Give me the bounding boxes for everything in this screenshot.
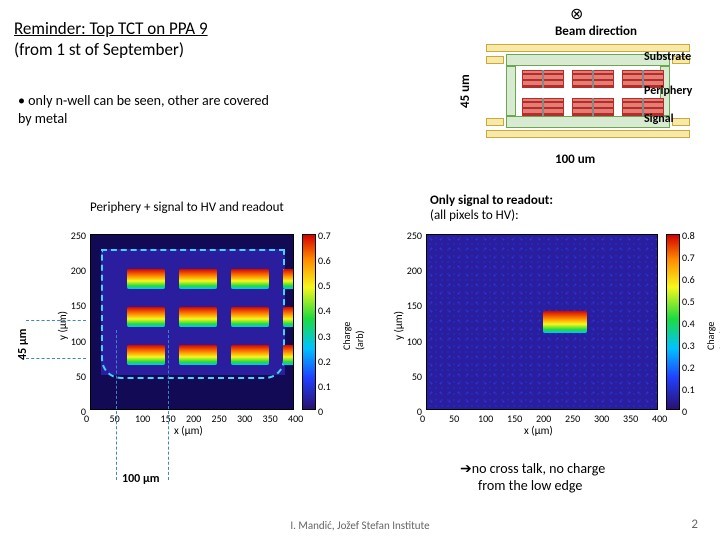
result-text: ➔no cross talk, no charge from the low e…	[460, 460, 605, 495]
colorbar-tick: 0.4	[318, 304, 331, 317]
result-l2: from the low edge	[478, 478, 582, 495]
xtick: 300	[594, 412, 609, 425]
colorbar	[666, 234, 680, 410]
signal-label: Signal	[644, 112, 674, 126]
xtick: 150	[507, 412, 522, 425]
colorbar	[302, 234, 316, 410]
device-substrate-block	[486, 130, 690, 138]
ytick: 0	[398, 405, 422, 418]
xtick: 400	[652, 412, 667, 425]
xtick: 250	[212, 412, 227, 425]
xtick: 400	[288, 412, 303, 425]
x-dim-100um: 100 um	[555, 152, 595, 167]
xtick: 350	[263, 412, 278, 425]
ytick: 200	[62, 264, 86, 277]
ytick: 250	[62, 229, 86, 242]
device-substrate-block	[672, 118, 690, 126]
substrate-label: Substrate	[644, 50, 691, 64]
colorbar-label: Charge (arb)	[340, 322, 366, 350]
colorbar-tick: 0.1	[682, 383, 695, 396]
page-number: 2	[691, 517, 698, 532]
callout-hline-2	[26, 358, 86, 359]
beam-glyph-icon: ⊗	[570, 4, 583, 24]
result-l1: no cross talk, no charge	[472, 460, 605, 477]
right-caption-l1: Only signal to readout:	[430, 194, 553, 209]
left-chart-caption: Periphery + signal to HV and readout	[90, 200, 284, 215]
colorbar-tick: 0.1	[318, 380, 331, 393]
colorbar-tick: 0.7	[318, 229, 331, 242]
colorbar-tick: 0.2	[682, 361, 695, 374]
ylabel: y (µm)	[392, 311, 405, 340]
ylabel: y (µm)	[56, 311, 69, 340]
xtick: 250	[565, 412, 580, 425]
device-substrate-block	[486, 118, 504, 126]
plot-area	[90, 234, 294, 410]
colorbar-tick: 0.3	[318, 330, 331, 343]
right-caption-l2: (all pixels to HV):	[430, 209, 553, 224]
callout-vline-2	[168, 330, 169, 480]
ytick: 50	[62, 370, 86, 383]
ytick: 0	[62, 405, 86, 418]
colorbar-tick: 0.6	[682, 273, 695, 286]
slide-title: Reminder: Top TCT on PPA 9 (from 1 st of…	[14, 18, 244, 60]
periphery-label: Periphery	[644, 84, 692, 98]
left-45um-marker: 45 µm	[16, 329, 30, 360]
colorbar-tick: 0	[682, 405, 687, 418]
beam-direction-label: Beam direction	[555, 24, 637, 39]
xtick: 100	[478, 412, 493, 425]
colorbar-tick: 0	[318, 405, 323, 418]
colorbar-tick: 0.3	[682, 339, 695, 352]
left-heatmap: 050100150200250300350400050100150200250x…	[60, 228, 320, 438]
xtick: 50	[449, 412, 459, 425]
xlabel: x (µm)	[524, 424, 553, 437]
y-dim-45um: 45 um	[458, 74, 473, 108]
xtick: 300	[237, 412, 252, 425]
colorbar-tick: 0.5	[318, 279, 331, 292]
title-line1: Reminder: Top TCT on PPA 9	[14, 18, 244, 39]
colorbar-tick: 0.5	[682, 295, 695, 308]
xtick: 50	[110, 412, 120, 425]
ytick: 200	[398, 264, 422, 277]
colorbar-tick: 0.4	[682, 317, 695, 330]
plot-area	[426, 234, 658, 410]
xlabel: x (µm)	[174, 424, 203, 437]
colorbar-tick: 0.8	[682, 229, 695, 242]
callout-vline-1	[116, 330, 117, 480]
xtick: 100	[135, 412, 150, 425]
device-periphery-block	[506, 66, 516, 116]
title-line2: (from 1 st of September)	[14, 39, 244, 60]
colorbar-tick: 0.2	[318, 355, 331, 368]
ytick: 250	[398, 229, 422, 242]
colorbar-label: Charge (arb)	[704, 322, 720, 350]
footer-author: I. Mandić, Jožef Stefan Institute	[0, 519, 720, 532]
right-heatmap: 050100150200250300350400050100150200250x…	[396, 228, 686, 438]
xtick: 350	[623, 412, 638, 425]
callout-hline-1	[26, 320, 86, 321]
ytick: 50	[398, 370, 422, 383]
bullet-text: • only n-well can be seen, other are cov…	[18, 92, 278, 127]
right-chart-caption: Only signal to readout: (all pixels to H…	[430, 194, 553, 224]
arrow-icon: ➔	[460, 460, 472, 476]
left-100um-marker: 100 µm	[122, 472, 159, 486]
device-substrate-block	[486, 56, 504, 64]
colorbar-tick: 0.6	[318, 254, 331, 267]
colorbar-tick: 0.7	[682, 251, 695, 264]
